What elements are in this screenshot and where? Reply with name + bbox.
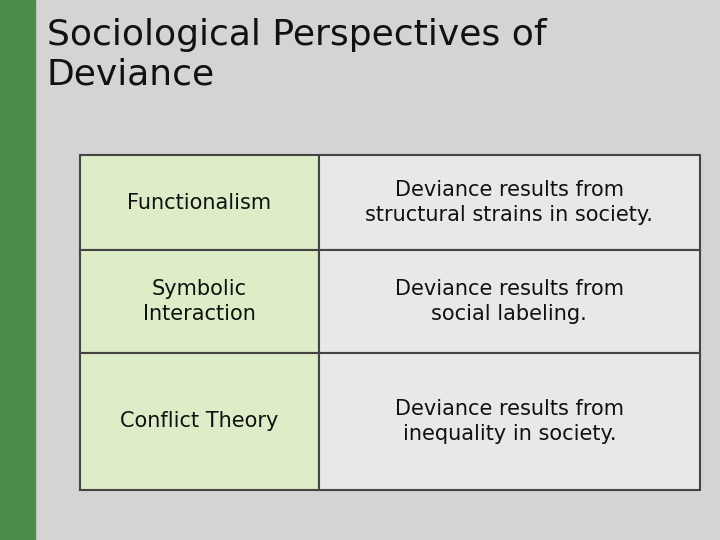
Bar <box>319 251 700 353</box>
Bar <box>319 353 700 490</box>
Bar <box>80 251 319 353</box>
Text: Deviance results from
social labeling.: Deviance results from social labeling. <box>395 279 624 324</box>
Text: Deviance results from
structural strains in society.: Deviance results from structural strains… <box>366 180 653 225</box>
Text: Symbolic
Interaction: Symbolic Interaction <box>143 279 256 324</box>
Text: Functionalism: Functionalism <box>127 193 271 213</box>
Bar <box>80 353 319 490</box>
Bar <box>319 155 700 251</box>
Bar <box>0 0 35 540</box>
Bar <box>80 155 319 251</box>
Text: Deviance results from
inequality in society.: Deviance results from inequality in soci… <box>395 399 624 444</box>
Text: Sociological Perspectives of
Deviance: Sociological Perspectives of Deviance <box>47 18 546 91</box>
Text: Conflict Theory: Conflict Theory <box>120 411 279 431</box>
